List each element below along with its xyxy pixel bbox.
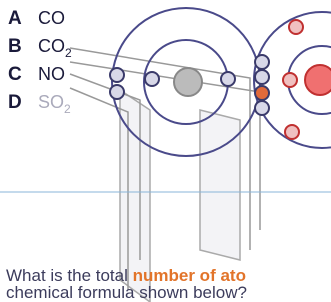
option-formula[interactable]: CO2: [38, 36, 72, 60]
formula-text: CO: [38, 36, 65, 56]
options: A CO B CO2 C NO D SO2: [8, 8, 72, 116]
option-letter[interactable]: A: [8, 8, 22, 29]
formula-text: NO: [38, 64, 65, 84]
option-formula[interactable]: CO: [38, 8, 65, 28]
formula-text: SO: [38, 92, 64, 112]
option-formula[interactable]: NO: [38, 64, 65, 84]
formula-text: CO: [38, 8, 65, 28]
option-formula[interactable]: SO2: [38, 92, 71, 116]
subscript: 2: [65, 46, 72, 60]
screen: A CO B CO2 C NO D SO2 What is the total …: [0, 0, 331, 302]
option-letter[interactable]: D: [8, 92, 22, 113]
option-letter[interactable]: C: [8, 64, 22, 85]
option-letter[interactable]: B: [8, 36, 22, 57]
subscript: 2: [64, 102, 71, 116]
question-line: chemical formula shown below?: [6, 283, 247, 302]
